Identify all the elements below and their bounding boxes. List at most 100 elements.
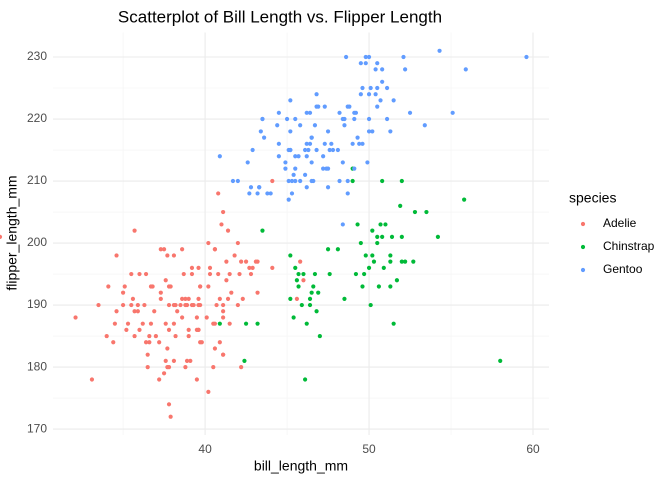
point (114, 309, 119, 314)
point (360, 85, 365, 91)
point (375, 85, 380, 91)
point (163, 358, 168, 363)
point (247, 265, 252, 270)
point (398, 203, 403, 208)
point (380, 178, 385, 184)
point (147, 340, 152, 345)
point (257, 185, 262, 190)
point (137, 271, 142, 277)
point (376, 284, 381, 289)
point (135, 302, 140, 308)
point (122, 284, 127, 289)
point (498, 358, 503, 363)
point (384, 85, 390, 91)
point (163, 278, 168, 283)
point (184, 358, 190, 363)
point (255, 191, 260, 196)
point (150, 284, 155, 289)
point (304, 321, 309, 326)
point (111, 340, 116, 345)
point (180, 315, 185, 320)
point (196, 265, 201, 270)
point (96, 302, 101, 308)
point (148, 321, 154, 326)
point (183, 296, 188, 301)
point (143, 271, 149, 277)
point (360, 284, 365, 289)
point (304, 154, 309, 159)
point (370, 253, 375, 258)
point (380, 79, 385, 84)
point (403, 67, 408, 72)
point (157, 340, 162, 345)
point (362, 271, 367, 277)
chart-title: Scatterplot of Bill Length vs. Flipper L… (118, 7, 442, 26)
point (161, 371, 167, 376)
point (239, 364, 244, 370)
point (375, 104, 380, 109)
point (288, 98, 293, 103)
point (314, 92, 319, 97)
point (173, 333, 178, 339)
point (304, 141, 309, 146)
point (186, 333, 191, 339)
y-tick-label: 230 (27, 49, 47, 63)
point (335, 247, 340, 252)
point (375, 61, 380, 66)
point (132, 333, 137, 339)
point (307, 302, 313, 308)
point (371, 259, 377, 264)
point (221, 302, 226, 308)
point (129, 271, 134, 277)
point (255, 321, 260, 326)
point (104, 333, 109, 339)
point (237, 271, 242, 277)
point (291, 172, 296, 177)
point (194, 315, 199, 320)
legend-marker (580, 244, 586, 250)
point (366, 129, 372, 134)
point (329, 141, 334, 146)
point (298, 259, 303, 264)
point (301, 278, 306, 283)
point (388, 253, 393, 258)
point (293, 154, 298, 159)
point (178, 302, 183, 308)
point (283, 166, 288, 171)
point (0, 234, 3, 239)
point (243, 259, 249, 264)
point (175, 309, 180, 314)
point (147, 333, 152, 339)
point (368, 85, 373, 91)
point (165, 253, 170, 258)
point (325, 185, 331, 190)
y-tick-label: 170 (27, 421, 47, 435)
point (301, 271, 306, 277)
point (206, 389, 211, 394)
point (112, 321, 117, 326)
point (357, 141, 362, 146)
point (171, 253, 177, 258)
point (180, 296, 185, 301)
point (168, 414, 173, 419)
point (171, 358, 177, 363)
point (293, 265, 298, 270)
point (383, 222, 388, 227)
legend-title: species (569, 190, 616, 206)
point (232, 253, 237, 258)
point (314, 309, 319, 314)
point (307, 296, 313, 301)
point (276, 110, 281, 115)
point (212, 346, 218, 351)
point (407, 110, 413, 115)
point (284, 116, 290, 122)
point (289, 178, 295, 184)
point (166, 302, 172, 308)
point (399, 234, 404, 239)
x-tick-label: 50 (362, 442, 376, 456)
point (299, 302, 304, 308)
point (217, 154, 222, 159)
point (317, 333, 322, 339)
series-0 (0, 178, 306, 419)
